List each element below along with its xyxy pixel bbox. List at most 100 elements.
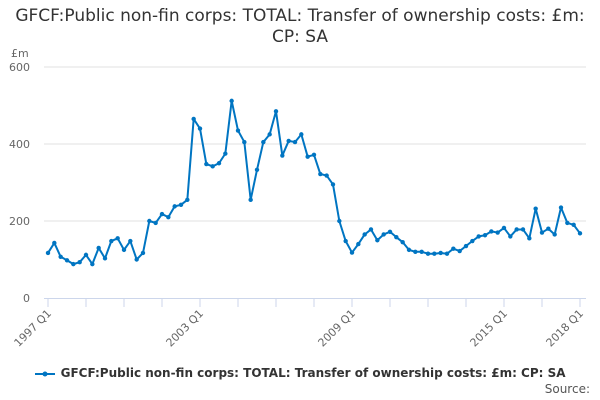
- data-point: [58, 254, 63, 260]
- data-point: [216, 161, 222, 166]
- data-point: [343, 238, 348, 244]
- data-point: [489, 229, 494, 234]
- source-label: Source:: [544, 382, 590, 396]
- series-line: [47, 99, 581, 266]
- data-point: [406, 247, 412, 253]
- data-point: [71, 261, 76, 267]
- data-point: [121, 247, 127, 253]
- y-axis-label: £m: [11, 47, 29, 60]
- data-point: [413, 249, 418, 254]
- data-point: [172, 204, 177, 209]
- data-point: [77, 259, 82, 265]
- data-point: [153, 220, 158, 226]
- data-point: [102, 256, 108, 261]
- data-point: [242, 139, 247, 145]
- data-point: [558, 205, 564, 210]
- data-point: [501, 225, 507, 231]
- data-point: [387, 229, 393, 234]
- data-point: [292, 139, 298, 145]
- data-point: [432, 251, 437, 256]
- data-point: [185, 197, 190, 203]
- data-point: [210, 164, 215, 169]
- data-point: [508, 234, 513, 239]
- data-point: [520, 227, 526, 232]
- data-point: [375, 238, 380, 243]
- data-point: [476, 234, 481, 239]
- data-point: [495, 230, 500, 235]
- x-tick-label: 2018 Q1: [544, 307, 587, 350]
- data-point: [197, 126, 203, 131]
- x-tick-label: 1997 Q1: [12, 307, 55, 350]
- data-point: [286, 138, 291, 144]
- x-tick-label: 2003 Q1: [164, 307, 207, 350]
- data-point: [254, 167, 260, 172]
- data-point: [482, 233, 488, 238]
- data-point: [280, 153, 285, 158]
- x-tick-label: 2015 Q1: [468, 307, 511, 350]
- data-point: [115, 236, 120, 241]
- data-point: [425, 251, 431, 256]
- data-point: [52, 240, 57, 246]
- data-point: [96, 245, 101, 251]
- data-point: [166, 214, 171, 220]
- data-point: [368, 227, 374, 232]
- data-point: [229, 98, 234, 104]
- data-point: [83, 252, 89, 258]
- data-point: [533, 206, 538, 211]
- data-point: [330, 182, 336, 187]
- data-point: [394, 234, 399, 240]
- data-point: [451, 246, 456, 251]
- data-point: [565, 220, 570, 226]
- data-point: [457, 248, 462, 254]
- data-point: [552, 232, 557, 237]
- data-point: [64, 258, 70, 263]
- data-point: [128, 238, 133, 244]
- data-point: [140, 250, 146, 256]
- data-point: [191, 116, 196, 122]
- data-point: [248, 197, 253, 203]
- data-point: [356, 241, 361, 247]
- data-point: [261, 139, 266, 145]
- data-point: [311, 152, 317, 157]
- data-point: [134, 257, 139, 262]
- legend-line-icon: [35, 371, 56, 376]
- data-point: [438, 250, 443, 256]
- data-point: [109, 238, 114, 244]
- legend[interactable]: GFCF:Public non-fin corps: TOTAL: Transf…: [0, 366, 600, 380]
- chart-title: GFCF:Public non-fin corps: TOTAL: Transf…: [15, 6, 585, 47]
- x-tick-label: 2009 Q1: [316, 307, 359, 350]
- data-point: [305, 154, 310, 159]
- data-point: [147, 218, 152, 224]
- data-point: [337, 218, 342, 224]
- data-point: [400, 239, 405, 245]
- data-point: [514, 227, 519, 232]
- data-point: [90, 261, 95, 267]
- data-point: [527, 236, 532, 241]
- data-point: [444, 251, 450, 256]
- data-point: [571, 222, 576, 228]
- data-point: [159, 211, 165, 217]
- y-tick-label: 400: [9, 138, 30, 151]
- data-point: [318, 171, 323, 177]
- data-point: [204, 161, 209, 167]
- data-point: [223, 151, 228, 156]
- data-point: [45, 250, 51, 256]
- data-point: [470, 238, 475, 244]
- data-point: [419, 249, 424, 254]
- data-point: [349, 250, 355, 255]
- data-point: [178, 202, 184, 208]
- data-point: [539, 230, 545, 235]
- data-point: [267, 132, 272, 137]
- y-tick-label: 200: [9, 215, 30, 228]
- data-point: [463, 243, 469, 249]
- data-point: [273, 109, 279, 114]
- data-point: [381, 232, 386, 237]
- data-point: [577, 231, 583, 236]
- data-point: [299, 132, 304, 137]
- data-point: [235, 128, 241, 133]
- data-point: [546, 226, 551, 231]
- data-point: [362, 232, 367, 237]
- data-point: [324, 173, 329, 178]
- y-tick-label: 600: [9, 61, 30, 74]
